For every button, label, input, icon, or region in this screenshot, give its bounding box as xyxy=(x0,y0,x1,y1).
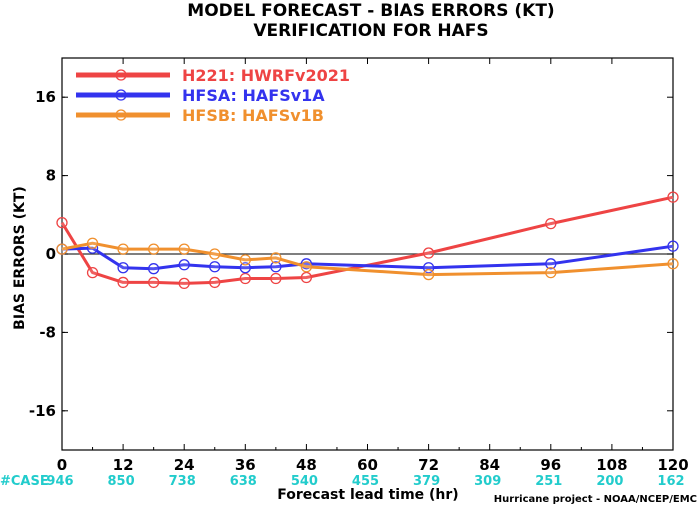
legend-marker-2 xyxy=(115,89,127,101)
series-1-point xyxy=(56,216,68,229)
chart-subtitle: VERIFICATION FOR HAFS xyxy=(253,21,488,41)
series-3-point xyxy=(239,254,251,266)
series-3-point xyxy=(545,266,557,279)
y-axis-label: BIAS ERRORS (KT) xyxy=(12,186,28,330)
y-tick-label: 0 xyxy=(46,245,56,263)
series-1-point xyxy=(239,272,251,285)
case-count-value: 251 xyxy=(535,474,562,489)
series-1-point xyxy=(270,272,282,285)
x-tick-label: 24 xyxy=(174,456,195,474)
case-count-value: 309 xyxy=(474,474,501,489)
x-tick-label: 48 xyxy=(296,456,317,474)
series-1-point xyxy=(178,277,190,290)
case-count-value: 379 xyxy=(413,474,440,489)
case-count-value: 540 xyxy=(291,474,318,489)
case-count-label: #CASE xyxy=(0,474,49,489)
y-tick-label: 8 xyxy=(46,167,56,185)
series-1-point xyxy=(209,276,221,289)
series-2-point xyxy=(117,262,129,274)
x-tick-label: 120 xyxy=(657,456,688,474)
series-1-point xyxy=(86,266,99,279)
series-2-point xyxy=(147,263,160,275)
x-tick-label: 12 xyxy=(113,456,134,474)
legend-label-3: HFSB: HAFSv1B xyxy=(182,106,324,125)
case-count-value: 638 xyxy=(230,474,257,489)
case-count-value: 200 xyxy=(596,474,623,489)
case-count-value: 738 xyxy=(169,474,196,489)
series-1-point xyxy=(422,247,435,259)
x-tick-label: 108 xyxy=(596,456,627,474)
legend-marker-3 xyxy=(115,109,127,121)
x-tick-label: 60 xyxy=(357,456,378,474)
series-1-point xyxy=(667,191,679,203)
series-3-point xyxy=(270,252,282,264)
x-tick-label: 96 xyxy=(540,456,561,474)
case-count-value: 850 xyxy=(108,474,135,489)
x-tick-label: 0 xyxy=(57,456,67,474)
x-tick-label: 72 xyxy=(418,456,439,474)
series-3-point xyxy=(117,243,129,255)
series-3-point xyxy=(667,258,679,270)
legend-marker-1 xyxy=(115,69,127,81)
series-2-point xyxy=(178,259,190,271)
x-tick-label: 84 xyxy=(479,456,500,474)
series-3-point xyxy=(56,243,68,255)
series-2-point xyxy=(239,262,251,274)
series-line-2 xyxy=(61,244,674,271)
series-1-point xyxy=(147,276,160,289)
series-3-point xyxy=(86,237,99,249)
x-axis-label: Forecast lead time (hr) xyxy=(277,487,458,503)
series-3-point xyxy=(209,248,221,260)
series-2-point xyxy=(667,240,679,252)
series-3-point xyxy=(178,243,190,255)
series-2-point xyxy=(270,261,282,273)
chart-title: MODEL FORECAST - BIAS ERRORS (KT) xyxy=(187,1,554,21)
legend-label-2: HFSA: HAFSv1A xyxy=(182,86,325,105)
y-tick-label: -16 xyxy=(29,402,56,420)
series-3-point xyxy=(147,243,160,255)
series-3-point xyxy=(300,261,313,273)
series-2-point xyxy=(209,261,221,273)
y-tick-label: -8 xyxy=(39,323,56,341)
series-3-point xyxy=(422,268,435,281)
case-count-value: 162 xyxy=(657,474,684,489)
legend-label-1: H221: HWRFv2021 xyxy=(182,66,350,85)
credit-text: Hurricane project - NOAA/NCEP/EMC xyxy=(494,494,697,505)
series-1-point xyxy=(117,276,129,289)
case-count-value: 455 xyxy=(352,474,379,489)
y-tick-label: 16 xyxy=(35,88,56,106)
series-1-point xyxy=(300,271,313,284)
x-tick-label: 36 xyxy=(235,456,256,474)
case-count-value: 946 xyxy=(46,474,73,489)
series-2-point xyxy=(545,258,557,270)
series-1-point xyxy=(545,217,557,230)
